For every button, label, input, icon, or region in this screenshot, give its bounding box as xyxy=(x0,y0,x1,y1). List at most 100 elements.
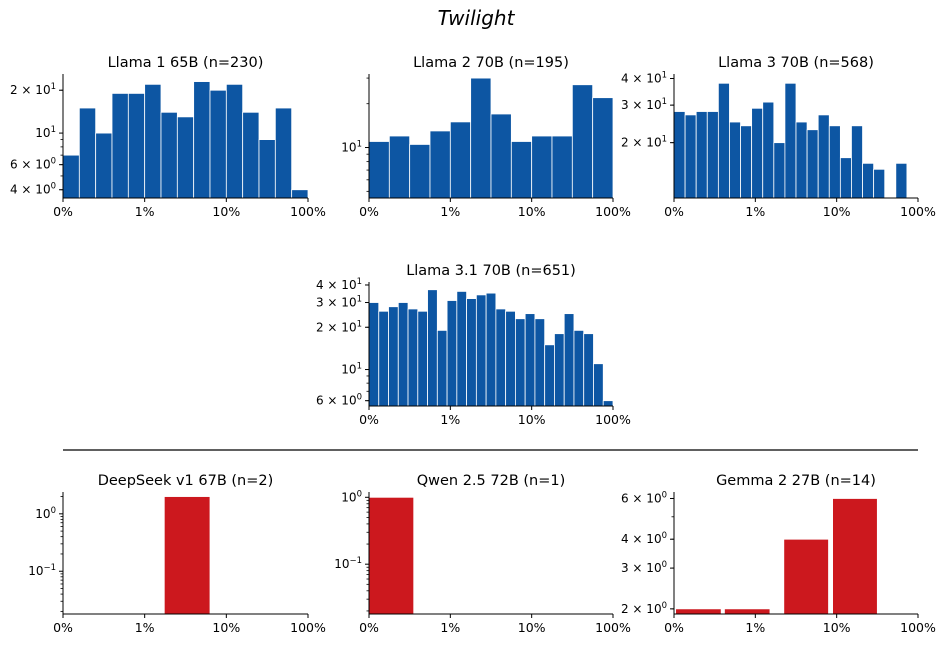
y-tick-label: 6 × 100 xyxy=(10,157,56,172)
bar xyxy=(729,121,741,199)
y-tick-base: 10 xyxy=(35,126,50,140)
figure-title: Twilight xyxy=(438,6,516,30)
y-tick-exponent: 1 xyxy=(662,71,667,81)
bar xyxy=(388,135,411,199)
x-tick-label: 10% xyxy=(518,204,546,219)
x-tick-label: 100% xyxy=(595,204,631,219)
y-tick-base: 2 × 10 xyxy=(316,320,357,334)
bar xyxy=(773,142,786,199)
y-tick-exponent: 1 xyxy=(357,295,362,305)
y-tick-exponent: 1 xyxy=(662,135,667,145)
y-tick-base: 6 × 10 xyxy=(316,394,357,408)
x-tick-label: 10% xyxy=(823,204,851,219)
y-tick-exponent: 0 xyxy=(662,490,667,500)
x-tick-label: 1% xyxy=(135,620,155,635)
y-tick-exponent: 0 xyxy=(51,182,56,192)
x-tick-label: 10% xyxy=(518,412,546,427)
y-tick-base: 10 xyxy=(341,141,356,155)
y-tick-exponent: 1 xyxy=(357,362,362,372)
y-tick-label: 10−1 xyxy=(28,563,56,578)
y-tick-exponent: 0 xyxy=(51,157,56,167)
y-tick-exponent: 1 xyxy=(357,140,362,150)
chart-title: Qwen 2.5 72B (n=1) xyxy=(417,473,566,489)
x-tick-label: 10% xyxy=(212,204,240,219)
x-tick-label: 10% xyxy=(823,620,851,635)
y-tick-label: 2 × 100 xyxy=(621,601,667,616)
y-tick-base: 4 × 10 xyxy=(316,278,357,292)
bar xyxy=(573,329,585,407)
bar xyxy=(485,292,497,407)
y-tick-label: 6 × 100 xyxy=(316,393,362,408)
bar xyxy=(456,291,467,407)
bar xyxy=(602,400,614,407)
x-tick-label: 1% xyxy=(440,620,460,635)
chart-title: DeepSeek v1 67B (n=2) xyxy=(98,473,274,489)
x-tick-label: 0% xyxy=(664,204,684,219)
bar xyxy=(510,141,533,199)
bar xyxy=(675,608,722,615)
y-tick-label: 2 × 101 xyxy=(10,82,56,97)
y-tick-label: 2 × 101 xyxy=(621,135,667,150)
y-tick-label: 100 xyxy=(35,506,56,521)
bar xyxy=(571,84,594,199)
y-tick-base: 3 × 10 xyxy=(316,296,357,310)
bar xyxy=(783,538,829,615)
y-tick-base: 2 × 10 xyxy=(621,602,662,616)
bar xyxy=(163,496,211,615)
bar xyxy=(127,92,146,199)
bar xyxy=(470,77,492,199)
x-tick-label: 1% xyxy=(135,204,155,219)
bar xyxy=(724,608,771,615)
chart-panel-2: Llama 2 70B (n=195) 0% 1% 10% 100% 101 xyxy=(341,55,631,219)
bar xyxy=(388,306,399,407)
bar xyxy=(839,157,852,199)
y-tick-base: 4 × 10 xyxy=(621,532,662,546)
y-tick-label: 101 xyxy=(341,362,362,377)
y-tick-exponent: 1 xyxy=(357,277,362,287)
bar xyxy=(475,294,487,407)
y-tick-label: 4 × 100 xyxy=(10,182,56,197)
y-tick-base: 10 xyxy=(341,490,356,504)
y-tick-label: 3 × 101 xyxy=(621,97,667,112)
y-tick-label: 3 × 101 xyxy=(316,295,362,310)
y-tick-exponent: 0 xyxy=(662,560,667,570)
y-tick-label: 6 × 100 xyxy=(621,490,667,505)
panels: Llama 1 65B (n=230)0% 1% 10% 100%2 × 101101… xyxy=(10,55,936,635)
x-tick-label: 1% xyxy=(440,412,460,427)
x-tick-label: 10% xyxy=(518,620,546,635)
bar xyxy=(593,363,604,407)
y-tick-base: 6 × 10 xyxy=(621,491,662,505)
y-tick-exponent: −1 xyxy=(43,563,56,573)
bar xyxy=(436,329,448,407)
x-tick-label: 0% xyxy=(359,412,379,427)
bar xyxy=(291,189,309,199)
y-tick-base: 2 × 10 xyxy=(621,136,662,150)
bar xyxy=(193,81,211,199)
bar xyxy=(368,141,390,199)
y-tick-label: 3 × 100 xyxy=(621,560,667,575)
bar xyxy=(524,313,536,407)
chart-title: Llama 3.1 70B (n=651) xyxy=(406,263,576,279)
bar xyxy=(544,344,555,407)
bar xyxy=(740,125,753,199)
bar xyxy=(111,92,129,199)
bar xyxy=(397,302,409,407)
bar xyxy=(851,125,863,199)
x-tick-label: 100% xyxy=(595,620,631,635)
bar xyxy=(695,111,708,199)
x-tick-label: 100% xyxy=(900,204,936,219)
bar xyxy=(806,129,819,199)
bar xyxy=(895,162,908,199)
y-tick-base: 2 × 10 xyxy=(10,83,51,97)
bar xyxy=(531,135,553,199)
y-tick-exponent: 0 xyxy=(357,489,362,499)
bar xyxy=(592,97,614,199)
bar xyxy=(784,82,797,199)
y-tick-exponent: 1 xyxy=(662,97,667,107)
y-tick-exponent: 1 xyxy=(51,125,56,135)
bar xyxy=(515,318,526,407)
y-tick-label: 10−1 xyxy=(334,556,362,571)
